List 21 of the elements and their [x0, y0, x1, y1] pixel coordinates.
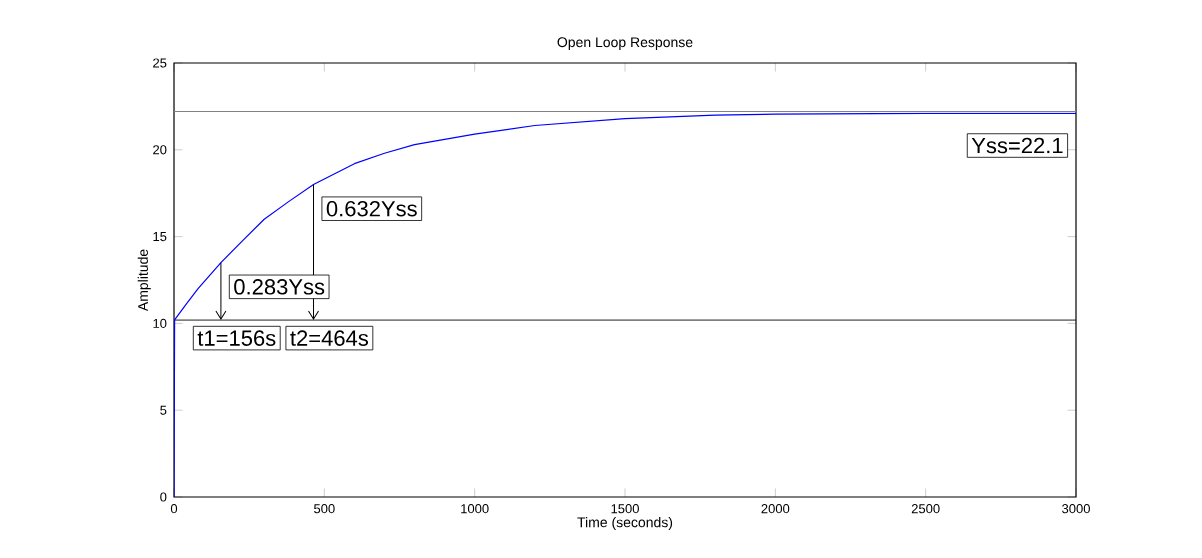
y-tick-label: 20 — [153, 145, 167, 155]
chart-title: Open Loop Response — [557, 37, 693, 50]
x-tick-label: 1500 — [611, 504, 639, 514]
annotation: 0.632Yss — [326, 200, 417, 217]
y-tick-label: 5 — [160, 405, 167, 415]
annotation: t2=464s — [290, 330, 368, 346]
annotation: 0.283Yss — [234, 279, 325, 295]
annotation: t1=156s — [197, 330, 276, 346]
y-tick-label: 0 — [160, 492, 167, 502]
annotation: Yss=22.1 — [971, 137, 1063, 154]
x-tick-label: 2500 — [911, 504, 940, 514]
x-tick-label: 3000 — [1062, 504, 1090, 514]
x-tick-label: 500 — [314, 504, 335, 514]
y-tick-label: 15 — [153, 232, 167, 242]
y-axis-title: Amplitude — [137, 249, 151, 312]
y-tick-label: 25 — [153, 58, 167, 68]
x-tick-label: 2000 — [761, 504, 790, 514]
x-tick-label: 1000 — [461, 504, 489, 514]
x-axis-title: Time (seconds) — [577, 517, 673, 531]
y-tick-label: 10 — [153, 318, 167, 328]
x-tick-label: 0 — [170, 504, 178, 514]
